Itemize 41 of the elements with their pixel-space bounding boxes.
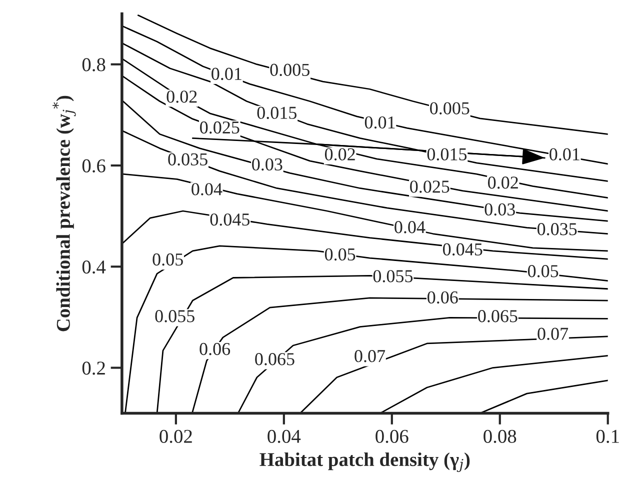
x-tick-label: 0.02 [160, 430, 192, 444]
annotation: 0.03 [484, 203, 515, 216]
annotation: 0.03 [252, 158, 282, 171]
annotation: 0.015 [427, 148, 467, 160]
annotation: 0.01 [364, 116, 395, 129]
annotation: 0.065 [255, 353, 294, 366]
annotation: 0.06 [200, 342, 230, 356]
annotation: 0.025 [200, 121, 240, 134]
annotation: 0.07 [538, 328, 568, 340]
y-axis-title: Conditional prevalence (w$_{j}$$^{*}$) [52, 96, 76, 332]
y-tick-label: 0.6 [82, 159, 106, 173]
annotation: 0.055 [373, 270, 413, 282]
x-tick-label: 0.06 [376, 430, 408, 444]
annotation: 0.065 [478, 310, 518, 322]
annotation: 0.02 [488, 176, 518, 189]
annotation: 0.05 [528, 265, 558, 278]
annotation: 0.005 [270, 64, 310, 76]
y-tick-label: 0.8 [82, 58, 106, 72]
annotation: 0.045 [443, 243, 482, 256]
annotation: 0.01 [550, 148, 580, 160]
annotation: 0.04 [394, 221, 426, 234]
annotation: 0.05 [152, 253, 183, 266]
x-axis-title: Habitat patch density (γ$_{j}$) [260, 452, 470, 472]
x-tick-label: 0.08 [484, 430, 516, 444]
annotation: 0.035 [537, 223, 577, 236]
annotation: 0.005 [430, 102, 470, 114]
annotation: 0.02 [324, 148, 355, 160]
annotation: 0.055 [155, 310, 194, 322]
annotation: 0.025 [410, 180, 450, 193]
annotation: 0.07 [354, 350, 386, 362]
annotation: 0.06 [428, 291, 458, 304]
annotation: 0.05 [324, 248, 356, 261]
y-tick-label: 0.2 [82, 362, 105, 375]
x-tick-label: 0.04 [268, 430, 301, 444]
annotation: 0.04 [192, 183, 222, 196]
x-tick-label: 0.1 [596, 430, 619, 444]
y-tick-label: 0.4 [82, 260, 106, 274]
annotation: 0.045 [210, 213, 250, 226]
annotation: 0.01 [212, 68, 242, 80]
annotation: 0.035 [168, 153, 208, 166]
annotation: 0.015 [257, 106, 297, 120]
